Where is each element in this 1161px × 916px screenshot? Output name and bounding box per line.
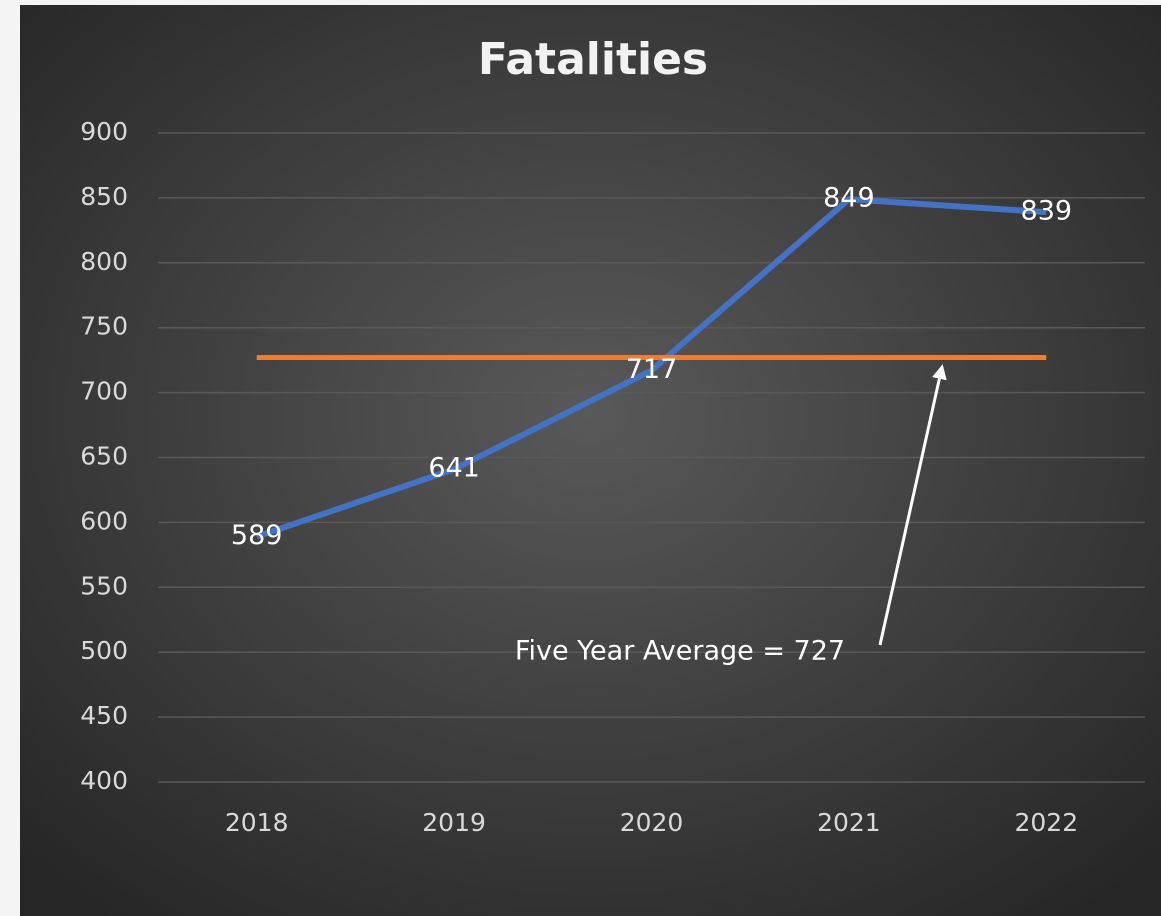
- y-tick-label: 650: [80, 442, 128, 471]
- x-tick-label: 2021: [817, 808, 881, 837]
- data-label: 849: [823, 183, 875, 214]
- data-label: 589: [231, 520, 283, 551]
- y-tick-label: 800: [80, 247, 128, 276]
- x-tick-label: 2022: [1014, 808, 1078, 837]
- y-tick-label: 500: [80, 636, 128, 665]
- x-tick-label: 2020: [620, 808, 684, 837]
- y-tick-label: 450: [80, 701, 128, 730]
- data-label: 839: [1021, 196, 1073, 227]
- x-tick-label: 2018: [225, 808, 289, 837]
- y-tick-label: 400: [80, 766, 128, 795]
- chart-background: [20, 5, 1161, 916]
- data-label: 641: [428, 453, 480, 484]
- y-tick-label: 900: [80, 117, 128, 146]
- chart-title: Fatalities: [478, 34, 708, 85]
- y-tick-label: 700: [80, 377, 128, 406]
- annotation: Five Year Average = 727: [515, 636, 845, 667]
- y-tick-label: 550: [80, 571, 128, 600]
- x-tick-label: 2019: [422, 808, 486, 837]
- y-tick-label: 600: [80, 506, 128, 535]
- data-label: 717: [626, 354, 678, 385]
- y-tick-label: 850: [80, 182, 128, 211]
- y-tick-label: 750: [80, 312, 128, 341]
- series-line: [255, 196, 1047, 540]
- annotation-arrow: [878, 364, 947, 646]
